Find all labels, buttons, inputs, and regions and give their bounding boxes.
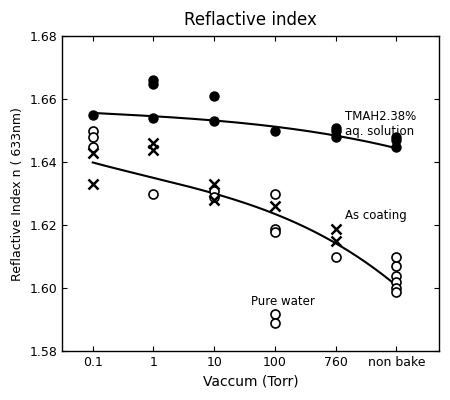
X-axis label: Vaccum (Torr): Vaccum (Torr) xyxy=(203,375,298,389)
Text: As coating: As coating xyxy=(345,210,406,222)
Y-axis label: Reflactive Index n ( 633nm): Reflactive Index n ( 633nm) xyxy=(11,107,24,281)
Title: Reflactive index: Reflactive index xyxy=(184,11,317,29)
Text: TMAH2.38%
aq. solution: TMAH2.38% aq. solution xyxy=(345,110,416,138)
Text: Pure water: Pure water xyxy=(251,294,315,308)
